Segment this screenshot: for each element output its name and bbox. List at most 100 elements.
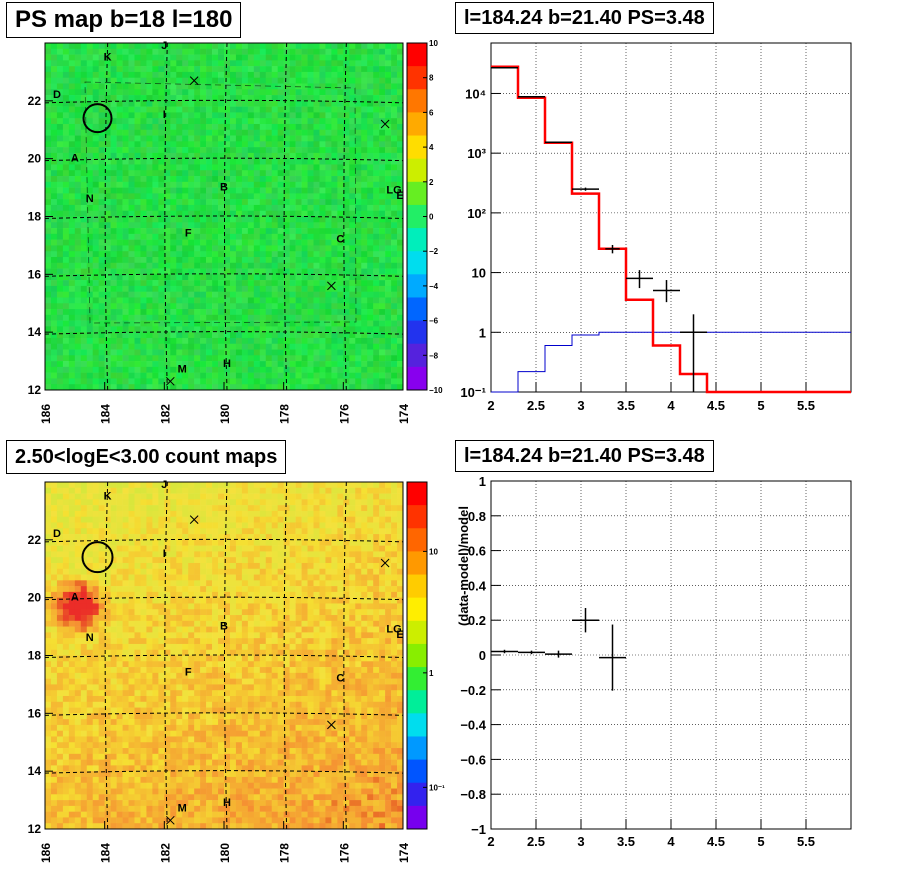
source-label-n: N: [86, 632, 94, 644]
colorbar-swatch: [407, 89, 427, 113]
ps-map-panel: 186 184 182 180 178 176 1741214161820221086420…: [28, 39, 443, 424]
x-tick-label: 178: [278, 404, 292, 424]
colorbar-swatch: [407, 66, 427, 90]
colorbar-swatch: [407, 43, 427, 67]
colorbar-swatch: [407, 782, 427, 807]
colorbar-tick-label: −10: [429, 386, 443, 395]
grid-line-b: [44, 331, 404, 335]
y-tick-label: 22: [28, 94, 42, 108]
grid-line-b: [44, 99, 404, 104]
x-tick-label: 3.5: [617, 834, 635, 849]
residual-ylabel: (data-model)/model: [456, 506, 471, 626]
y-tick-label: −0.2: [460, 683, 486, 698]
source-label-h: H: [223, 797, 231, 809]
grid-line-l: [104, 481, 109, 830]
x-tick-label: 180: [218, 404, 232, 424]
source-label-h: H: [223, 358, 231, 370]
colorbar-swatch: [407, 597, 427, 622]
colorbar: 10 1 10⁻¹: [406, 481, 445, 830]
source-label-c: C: [336, 234, 344, 246]
count-map-title: 2.50<logE<3.00 count maps: [6, 440, 287, 474]
colorbar-swatch: [407, 736, 427, 761]
source-label-lg: LG: [386, 184, 401, 196]
colorbar-tick-label: 2: [429, 178, 434, 187]
y-tick-label: 1: [479, 474, 486, 489]
source-label-n: N: [86, 193, 94, 205]
x-tick-label: 176: [337, 404, 351, 424]
y-tick-label: 22: [28, 533, 42, 547]
y-tick-label: 0.8: [468, 509, 486, 524]
grid-line-b: [44, 538, 404, 543]
cross-marker: [380, 119, 390, 129]
x-tick-label: 5.5: [797, 834, 815, 849]
cross-marker: [380, 558, 390, 568]
cross-marker: [165, 376, 175, 386]
colorbar-tick-label: 10: [429, 547, 438, 556]
source-label-f: F: [185, 228, 192, 240]
colorbar-swatch: [407, 135, 427, 160]
y-tick-label: 0.4: [468, 578, 487, 593]
x-tick-label: 2.5: [527, 834, 545, 849]
source-label-f: F: [185, 667, 192, 679]
ps-map-title: PS map b=18 l=180: [6, 2, 242, 38]
source-label-m: M: [178, 803, 187, 815]
x-tick-label: 176: [337, 843, 351, 863]
x-tick-label: 180: [218, 843, 232, 863]
source-label-a: A: [71, 592, 79, 604]
cross-marker: [189, 76, 199, 85]
source-label-b: B: [220, 181, 228, 193]
y-tick-label: 16: [28, 706, 42, 720]
y-tick-label: 0.6: [468, 544, 486, 559]
x-tick-label: 5.5: [797, 398, 815, 413]
y-tick-label: 20: [28, 152, 42, 166]
grid-line-l: [164, 481, 168, 830]
x-tick-label: 174: [397, 404, 411, 424]
source-label-k: K: [104, 490, 112, 502]
colorbar-swatch: [407, 228, 427, 252]
colorbar-swatch: [407, 297, 427, 322]
x-tick-label: 3.5: [617, 398, 635, 413]
x-tick-label: 4: [667, 834, 675, 849]
grid-line-l: [343, 42, 347, 391]
y-tick-label: 1: [479, 325, 486, 340]
selection-circle: [82, 103, 113, 134]
coordinate-grid: [44, 42, 404, 391]
x-tick-label: 174: [397, 843, 411, 863]
heatmap-cells: [45, 43, 404, 391]
grid-line-l: [224, 481, 228, 830]
grid-line-l: [104, 42, 109, 391]
source-label-lg: LG: [386, 623, 401, 635]
y-tick-label: −0.6: [460, 752, 486, 767]
colorbar-swatch: [407, 343, 427, 368]
source-label-e: E: [396, 190, 403, 202]
grid-line-l: [283, 42, 288, 391]
source-label-d: D: [53, 89, 61, 101]
colorbar-swatch: [407, 528, 427, 552]
y-tick-label: 10³: [467, 146, 486, 161]
cross-marker: [189, 515, 199, 524]
count-map-panel: 186 184 182 180 178 176 174 12 14 16 18 20 22 10 1 10⁻¹…: [28, 479, 445, 863]
y-tick-label: 10⁴: [465, 86, 486, 101]
colorbar: 10 8 6 4 2 0 −2 −4 −6 −8 −10: [406, 39, 443, 395]
region-outline: [84, 81, 357, 324]
colorbar-swatch: [407, 482, 427, 506]
cross-marker: [327, 720, 336, 730]
y-tick-label: 14: [28, 325, 42, 339]
colorbar-swatch: [407, 574, 427, 599]
colorbar-swatch: [407, 551, 427, 576]
x-tick-label: 186: [39, 843, 53, 863]
colorbar-tick-label: −2: [429, 247, 439, 256]
x-tick-label: 182: [158, 843, 172, 863]
source-label-i: I: [163, 109, 166, 121]
source-label-e: E: [396, 629, 403, 641]
source-label-b: B: [220, 620, 228, 632]
y-tick-label: 10: [472, 266, 486, 281]
colorbar-swatch: [407, 643, 427, 668]
y-tick-label: 20: [28, 591, 42, 605]
source-label-m: M: [178, 364, 187, 376]
colorbar-tick-label: −8: [429, 351, 439, 360]
colorbar-tick-label: 1: [429, 669, 434, 678]
y-tick-label: 18: [28, 210, 42, 224]
grid-line-l: [283, 481, 288, 830]
colorbar-swatch: [407, 274, 427, 298]
